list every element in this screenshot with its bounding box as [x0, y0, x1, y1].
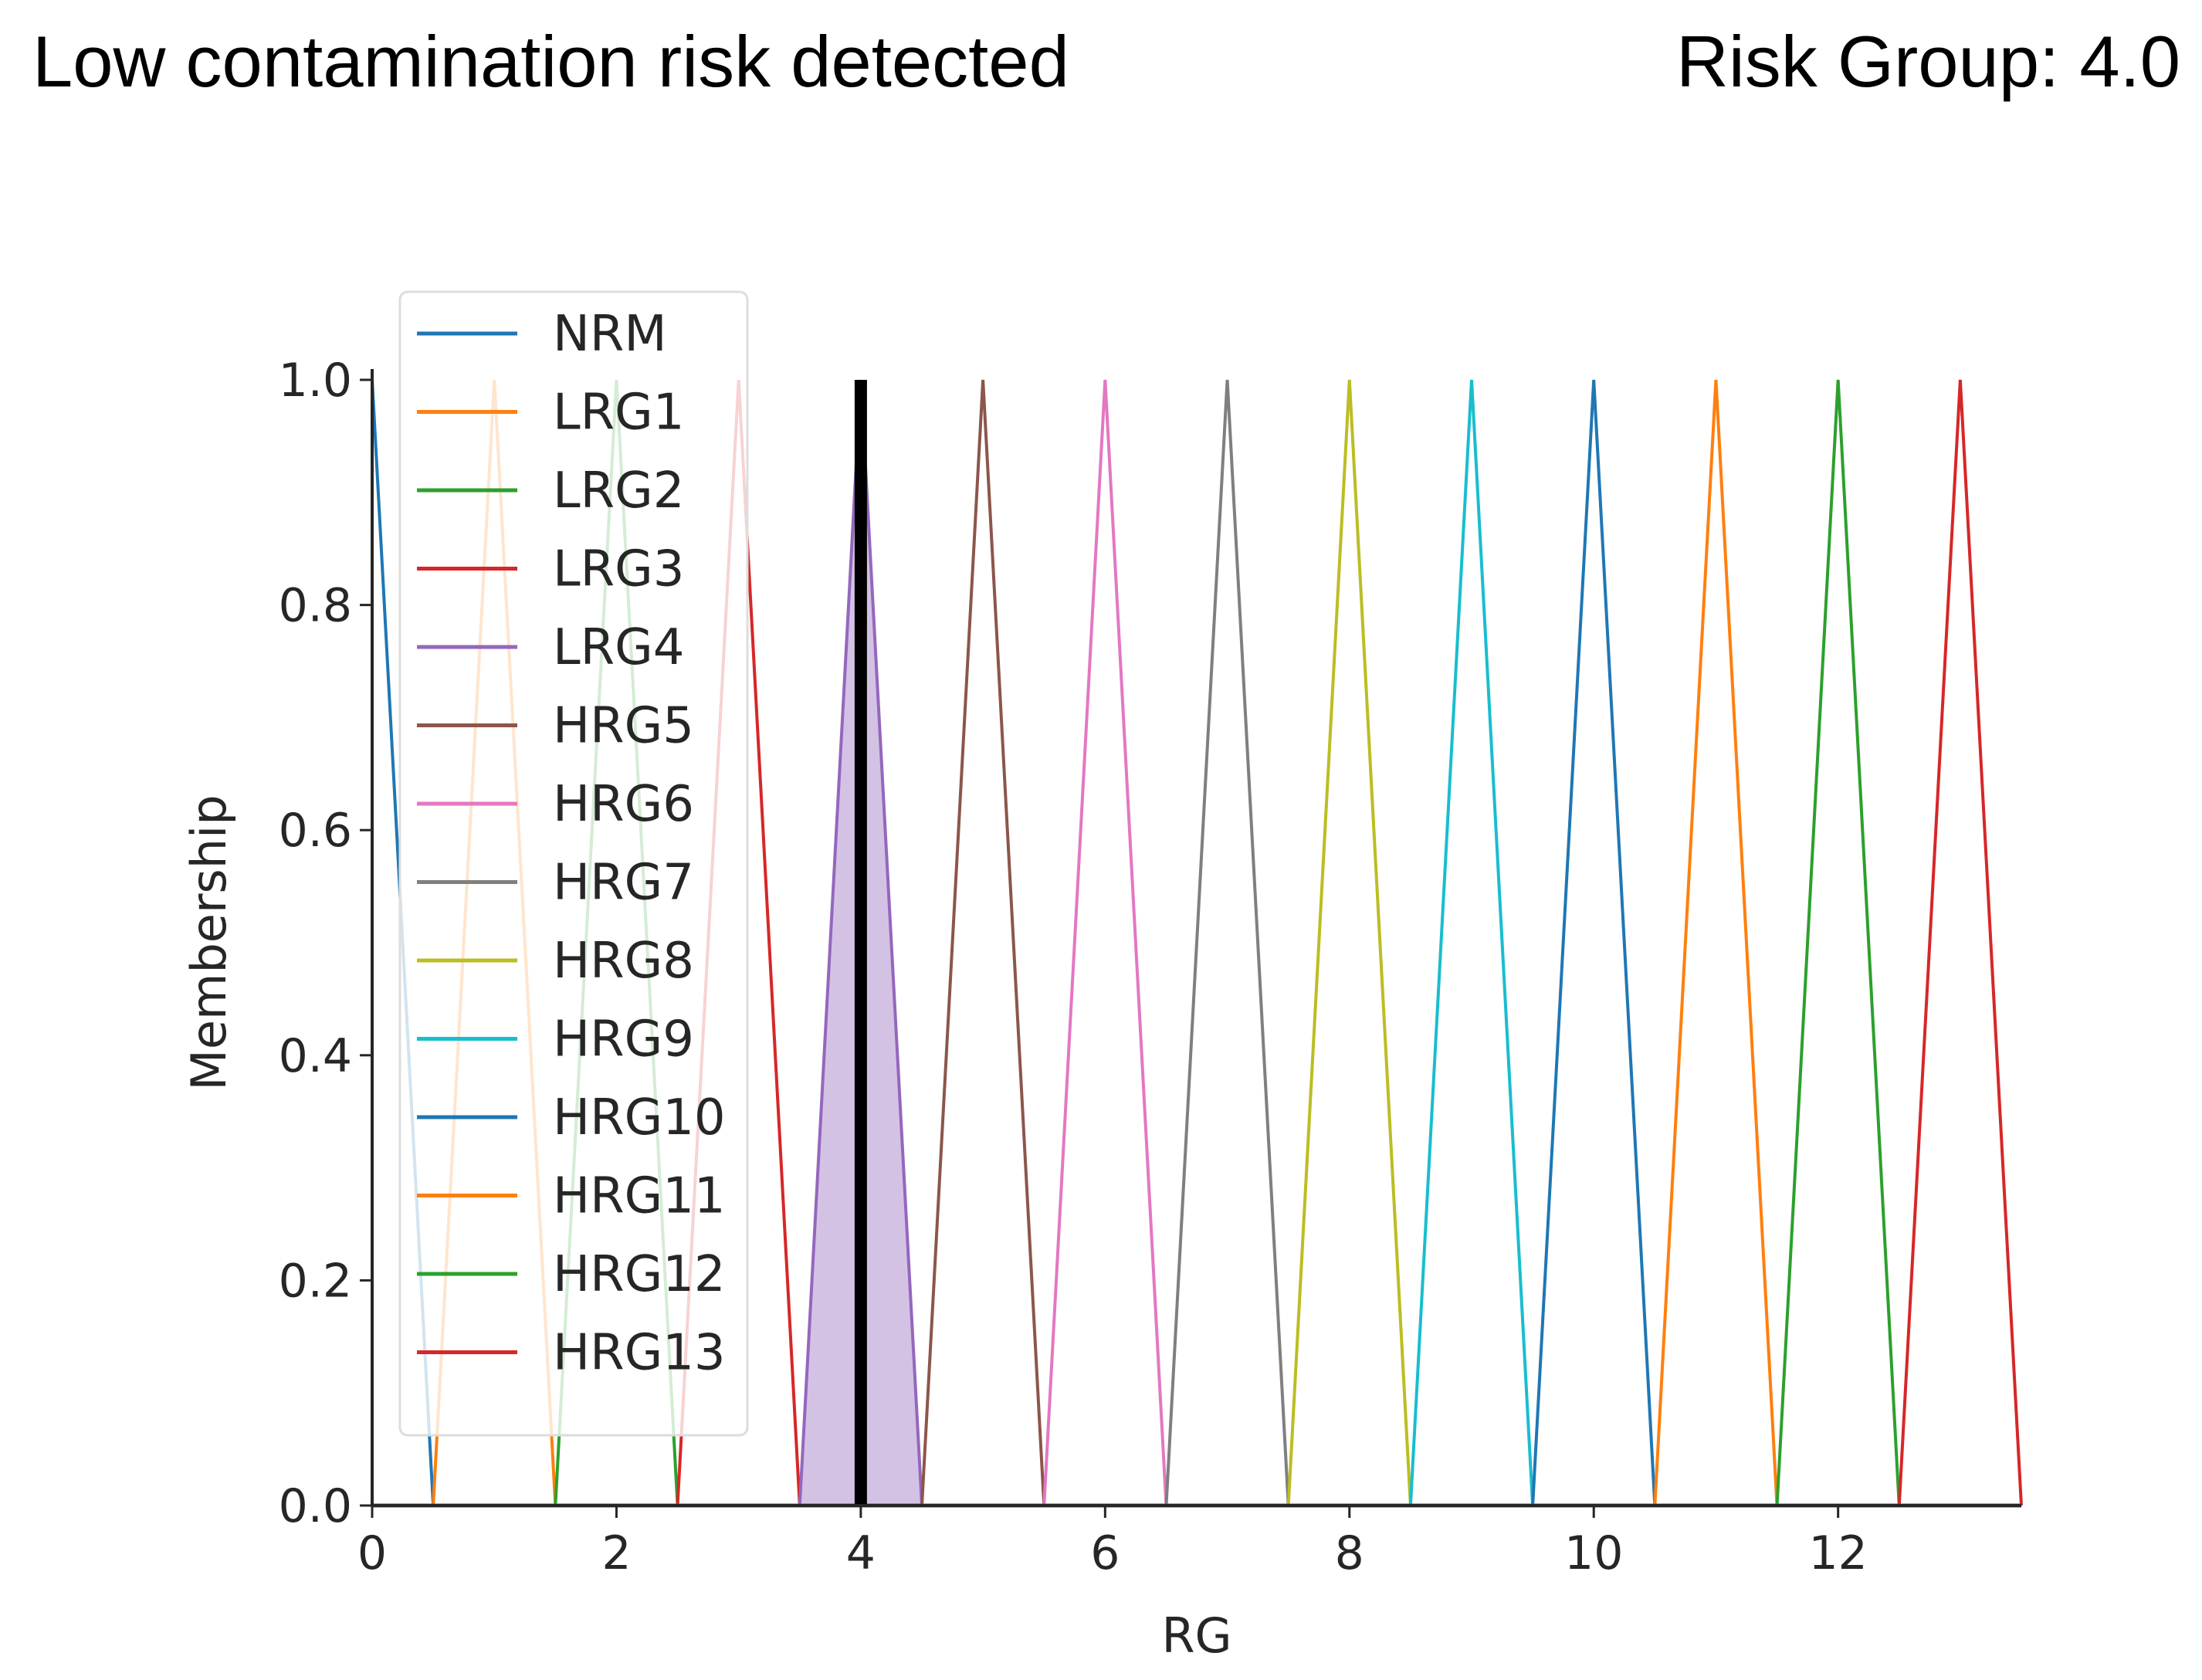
series-line-hrg10 [1531, 379, 1657, 1506]
legend-label-lrg3: LRG3 [553, 541, 684, 598]
x-tick-label: 10 [1564, 1526, 1623, 1580]
legend-label-hrg6: HRG6 [553, 776, 694, 833]
axes-layer: 0 2 4 6 8 10 12 0.0 0.2 0.4 0.6 0.8 1.0 RG Membership [181, 354, 2021, 1664]
legend-label-hrg5: HRG5 [553, 698, 694, 755]
legend-label-hrg13: HRG13 [553, 1325, 726, 1382]
series-line-hrg6 [1042, 379, 1168, 1506]
series-line-hrg5 [920, 379, 1046, 1506]
y-tick-label: 0.0 [279, 1479, 352, 1533]
series-line-hrg11 [1653, 379, 1779, 1506]
legend-label-nrm: NRM [553, 306, 667, 363]
legend-label-hrg9: HRG9 [553, 1011, 694, 1069]
series-line-hrg12 [1775, 379, 1901, 1506]
series-line-hrg13 [1897, 379, 2023, 1506]
x-tick-label: 4 [846, 1526, 876, 1580]
y-tick-label: 0.2 [279, 1254, 352, 1308]
legend-label-hrg10: HRG10 [553, 1089, 726, 1147]
series-line-hrg9 [1408, 379, 1535, 1506]
legend-label-hrg8: HRG8 [553, 933, 694, 990]
risk-group-readout: Risk Group: 4.0 [1675, 21, 2180, 102]
y-tick-label: 0.8 [279, 579, 352, 633]
series-line-hrg7 [1164, 379, 1290, 1506]
legend-label-hrg7: HRG7 [553, 855, 694, 912]
y-axis-label: Membership [181, 794, 237, 1090]
legend-box [398, 290, 749, 1437]
series-line-hrg8 [1286, 379, 1412, 1506]
legend: NRM LRG1 LRG2 LRG3 LRG4 HRG5 HRG6 HRG7 HRG8 HRG9 H… [398, 290, 749, 1437]
legend-label-lrg1: LRG1 [553, 384, 684, 442]
y-tick-label: 0.4 [279, 1029, 352, 1083]
x-tick-label: 0 [357, 1526, 387, 1580]
y-tick-label: 0.6 [279, 804, 352, 858]
legend-label-lrg4: LRG4 [553, 619, 684, 676]
legend-label-lrg2: LRG2 [553, 462, 684, 520]
x-tick-label: 6 [1090, 1526, 1120, 1580]
x-tick-label: 12 [1808, 1526, 1867, 1580]
legend-label-hrg11: HRG11 [553, 1168, 726, 1225]
legend-label-hrg12: HRG12 [553, 1246, 726, 1303]
x-tick-label: 2 [601, 1526, 631, 1580]
x-tick-label: 8 [1335, 1526, 1364, 1580]
y-tick-label: 1.0 [279, 354, 352, 408]
x-axis-label: RG [1161, 1607, 1231, 1664]
status-message: Low contamination risk detected [32, 21, 1069, 102]
